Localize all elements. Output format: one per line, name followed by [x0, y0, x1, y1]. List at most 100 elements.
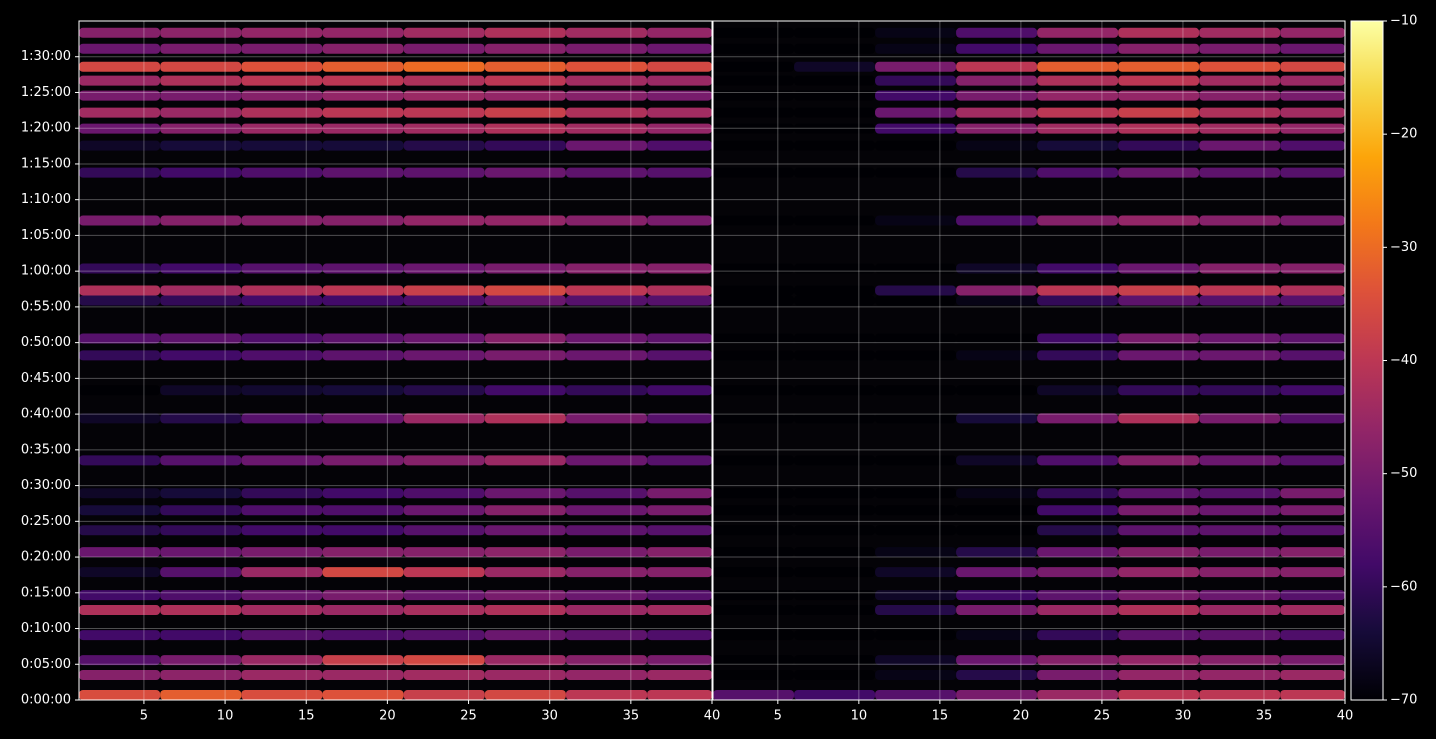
heat-cell	[403, 525, 485, 536]
heat-cell	[875, 385, 957, 396]
heat-cell	[403, 413, 485, 424]
heat-cell	[1280, 547, 1345, 558]
heat-cell	[160, 630, 242, 641]
heat-cell	[875, 263, 957, 274]
x-tick-label: 35	[623, 709, 640, 724]
heat-cell	[1037, 295, 1119, 306]
heat-cell	[956, 285, 1038, 296]
heat-cell	[322, 630, 404, 641]
heat-cell	[160, 655, 242, 666]
x-tick-label: 25	[1094, 709, 1111, 724]
heat-cell	[565, 123, 648, 134]
heat-cell	[322, 455, 404, 466]
heat-cell	[160, 61, 242, 72]
heat-cell	[1199, 90, 1281, 101]
heat-cell	[647, 295, 712, 306]
y-tick-label: 0:15:00	[21, 585, 71, 600]
heat-cell	[241, 263, 323, 274]
heat-cell	[875, 605, 957, 616]
heat-cell	[794, 455, 876, 466]
heat-cell	[647, 505, 712, 516]
heat-cell	[875, 590, 957, 601]
heat-cell	[1037, 567, 1119, 578]
heat-cell	[647, 61, 712, 72]
heat-cell	[322, 263, 404, 274]
heat-cell	[322, 413, 404, 424]
heat-cell	[241, 295, 323, 306]
heat-cell	[794, 295, 876, 306]
heat-cell	[160, 107, 242, 118]
colorbar-tick-label: −60	[1390, 579, 1417, 594]
y-tick-label: 1:30:00	[21, 49, 71, 64]
heat-cell	[484, 285, 566, 296]
heat-cell	[484, 413, 566, 424]
heat-cell	[565, 61, 648, 72]
heat-cell	[322, 350, 404, 361]
heat-cell	[1199, 295, 1281, 306]
heat-cell	[647, 350, 712, 361]
heat-cell	[160, 75, 242, 86]
heat-cell	[1199, 488, 1281, 499]
heat-cell	[1280, 215, 1345, 226]
heat-cell	[1037, 123, 1119, 134]
heat-cell	[956, 669, 1038, 680]
heat-cell	[1037, 90, 1119, 101]
heat-cell	[713, 167, 795, 178]
heat-cell	[647, 413, 712, 424]
heat-cell	[1037, 215, 1119, 226]
heat-cell	[1280, 333, 1345, 344]
colorbar-tick-label: −50	[1390, 466, 1417, 481]
heat-cell	[794, 669, 876, 680]
heat-cell	[1280, 285, 1345, 296]
heat-cell	[956, 605, 1038, 616]
heat-cell	[956, 27, 1038, 38]
heat-cell	[565, 90, 648, 101]
heat-cell	[322, 123, 404, 134]
heat-cell	[956, 90, 1038, 101]
heat-cell	[79, 123, 161, 134]
heat-cell	[160, 605, 242, 616]
x-tick-label: 10	[851, 709, 868, 724]
y-tick-label: 1:05:00	[21, 228, 71, 243]
heat-cell	[241, 215, 323, 226]
heat-cell	[565, 590, 648, 601]
colorbar	[1350, 20, 1384, 701]
heat-cell	[403, 630, 485, 641]
heat-cell	[565, 689, 648, 700]
heat-cell	[160, 43, 242, 54]
heat-cell	[160, 488, 242, 499]
heat-cell	[1118, 27, 1200, 38]
heat-cell	[713, 488, 795, 499]
heat-cell	[713, 505, 795, 516]
heat-cell	[1199, 333, 1281, 344]
y-tick-label: 0:05:00	[21, 657, 71, 672]
heat-cell	[160, 295, 242, 306]
heat-cell	[565, 655, 648, 666]
heat-cell	[160, 413, 242, 424]
heat-cell	[1199, 630, 1281, 641]
heat-cell	[79, 547, 161, 558]
heat-cell	[160, 140, 242, 151]
heat-cell	[79, 90, 161, 101]
heat-cell	[79, 455, 161, 466]
heat-cell	[1280, 488, 1345, 499]
heat-cell	[875, 350, 957, 361]
heat-cell	[565, 605, 648, 616]
heat-cell	[1199, 655, 1281, 666]
heat-cell	[647, 333, 712, 344]
heat-cell	[1199, 350, 1281, 361]
heat-cell	[79, 567, 161, 578]
y-tick-label: 0:25:00	[21, 514, 71, 529]
heat-cell	[403, 167, 485, 178]
heat-cell	[1280, 605, 1345, 616]
heat-cell	[1118, 413, 1200, 424]
heat-cell	[1280, 43, 1345, 54]
heat-cell	[1037, 167, 1119, 178]
heat-cell	[241, 350, 323, 361]
heat-cell	[875, 689, 957, 700]
heat-cell	[1280, 107, 1345, 118]
heat-cell	[875, 630, 957, 641]
heat-cell	[322, 90, 404, 101]
y-tick-label: 1:15:00	[21, 156, 71, 171]
heat-cell	[322, 590, 404, 601]
